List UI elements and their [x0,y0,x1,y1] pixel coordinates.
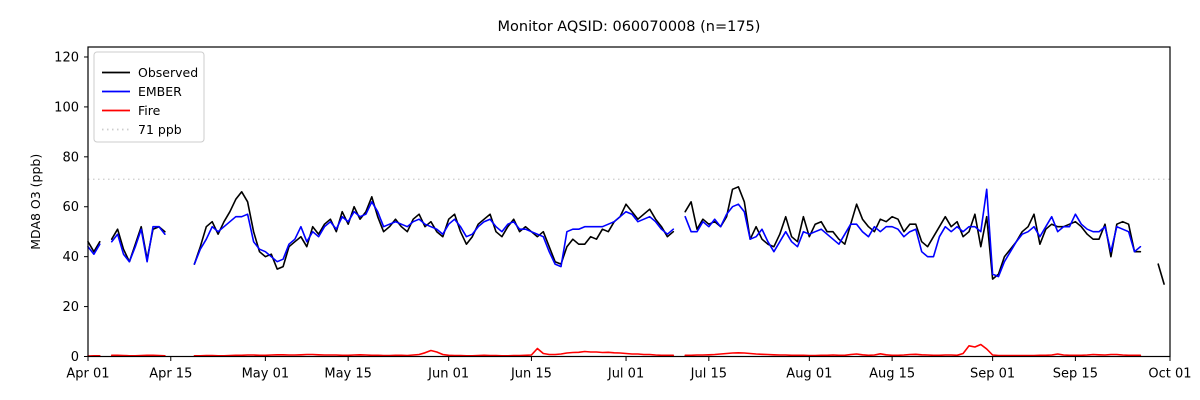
x-tick-label: Jul 01 [607,367,644,382]
series-line-ember [87,243,101,255]
series-line-observed [87,240,101,253]
series-line-ember [684,188,1142,278]
x-tick-label: Sep 15 [1053,367,1098,382]
series-line-fire [684,343,1142,357]
x-tick-label: Sep 01 [970,367,1015,382]
y-tick-label: 120 [54,50,79,65]
x-tick-label: Aug 01 [786,367,832,382]
plot-border [87,46,1171,358]
y-tick-label: 40 [62,250,79,265]
plot-area [88,47,1170,357]
series-line-fire [193,347,675,357]
series-line-ember [110,225,166,263]
series-line-ember [193,201,675,268]
x-tick-label: Jun 01 [427,367,469,382]
series-line-observed [193,191,675,270]
x-tick-label: Apr 01 [66,367,109,382]
x-tick-label: Apr 15 [149,367,192,382]
legend-box [93,51,205,143]
legend-label: EMBER [138,84,182,99]
x-tick-label: Jun 15 [510,367,552,382]
chart-title: Monitor AQSID: 060070008 (n=175) [498,19,761,35]
y-axis-label: MDA8 O3 (ppb) [28,154,43,250]
x-tick-label: Oct 01 [1148,367,1191,382]
x-tick-label: May 01 [242,367,290,382]
y-tick-label: 60 [62,200,79,215]
legend-label: 71 ppb [138,122,182,137]
x-tick-label: Jul 15 [690,367,727,382]
y-tick-label: 20 [62,300,79,315]
x-tick-label: May 15 [324,367,372,382]
y-tick-label: 80 [62,150,79,165]
series-line-observed [1157,263,1165,285]
x-tick-label: Aug 15 [869,367,915,382]
y-tick-label: 0 [71,350,79,365]
legend-label: Observed [138,65,198,80]
legend-label: Fire [138,103,161,118]
series-line-fire [110,354,166,357]
y-tick-label: 100 [54,100,79,115]
